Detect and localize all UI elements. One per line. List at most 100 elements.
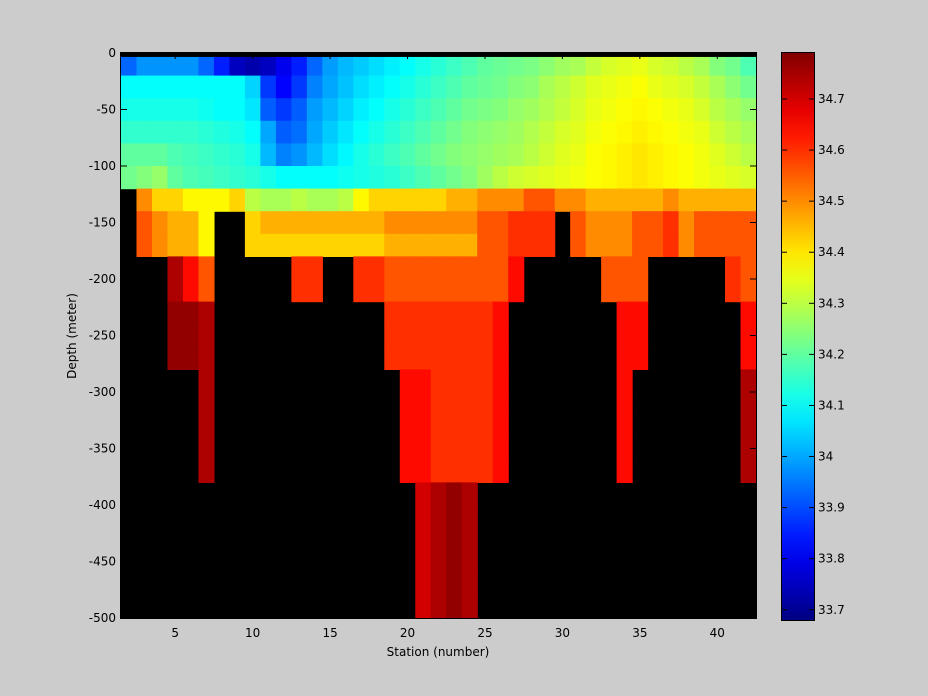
heatmap-cell: [167, 211, 184, 235]
heatmap-cell: [399, 75, 416, 99]
heatmap-cell: [167, 120, 184, 144]
heatmap-cell: [198, 120, 215, 144]
heatmap-cell: [415, 550, 432, 574]
heatmap-cell: [492, 459, 509, 483]
heatmap-cell: [616, 256, 633, 280]
heatmap-cell: [368, 75, 385, 99]
heatmap-cell: [740, 233, 757, 257]
heatmap-cell: [275, 56, 292, 77]
heatmap-cell: [399, 369, 416, 393]
heatmap-cell: [306, 120, 323, 144]
heatmap-cell: [430, 98, 447, 122]
heatmap-cell: [322, 75, 339, 99]
heatmap-cell: [384, 188, 401, 212]
heatmap-cell: [198, 279, 215, 303]
heatmap-cell: [446, 369, 463, 393]
heatmap-cell: [121, 56, 138, 77]
heatmap-cell: [430, 211, 447, 235]
heatmap-cell: [337, 98, 354, 122]
heatmap-cell: [446, 143, 463, 167]
heatmap-cell: [121, 75, 138, 99]
y-axis-label: Depth (meter): [65, 293, 79, 379]
heatmap-cell: [322, 143, 339, 167]
heatmap-cell: [229, 143, 246, 167]
heatmap-cell: [647, 56, 664, 77]
heatmap-cell: [151, 75, 169, 99]
heatmap-cell: [446, 459, 463, 483]
heatmap-cell: [260, 166, 277, 190]
heatmap-cell: [709, 98, 726, 122]
heatmap-cell: [461, 233, 478, 257]
heatmap-cell: [678, 143, 695, 167]
heatmap-cell: [198, 324, 215, 348]
heatmap-cell: [554, 98, 571, 122]
heatmap-cell: [663, 143, 680, 167]
heatmap-cell: [616, 392, 633, 416]
heatmap-cell: [740, 98, 757, 122]
heatmap-cell: [415, 324, 432, 348]
heatmap-cell: [601, 56, 618, 77]
heatmap-cell: [182, 256, 200, 280]
heatmap-cell: [151, 120, 169, 144]
heatmap-cell: [229, 98, 246, 122]
heatmap-cell: [182, 346, 200, 370]
x-tick-label: 10: [245, 626, 260, 640]
heatmap-cell: [384, 143, 401, 167]
heatmap-cell: [275, 98, 292, 122]
heatmap-cell: [384, 279, 401, 303]
heatmap-cell: [663, 188, 680, 212]
heatmap-cell: [709, 75, 726, 99]
heatmap-cell: [461, 369, 478, 393]
heatmap-cell: [399, 279, 416, 303]
heatmap-cell: [322, 211, 339, 235]
colorbar-tick-label: 34: [818, 450, 833, 464]
heatmap-cell: [461, 188, 478, 212]
heatmap-cell: [477, 256, 494, 280]
x-tick-label: 30: [555, 626, 570, 640]
heatmap-cell: [461, 211, 478, 235]
heatmap-cell: [182, 166, 200, 190]
heatmap-cell: [399, 211, 416, 235]
heatmap-cell: [430, 369, 447, 393]
heatmap-cell: [353, 256, 370, 280]
heatmap-cell: [461, 56, 478, 77]
heatmap-cell: [694, 120, 711, 144]
heatmap-cell: [151, 98, 169, 122]
heatmap-cell: [461, 279, 478, 303]
heatmap-cell: [508, 211, 525, 235]
heatmap-cell: [585, 143, 602, 167]
heatmap-cell: [632, 188, 649, 212]
heatmap-cell: [415, 166, 432, 190]
heatmap-cell: [430, 233, 447, 257]
heatmap-cell: [182, 56, 200, 77]
heatmap-cell: [740, 120, 757, 144]
heatmap-cell: [291, 56, 308, 77]
heatmap-cell: [601, 120, 618, 144]
heatmap-cell: [415, 143, 432, 167]
y-tick-label: 0: [108, 46, 116, 60]
heatmap-cell: [632, 324, 649, 348]
heatmap-cell: [616, 75, 633, 99]
heatmap-cell: [182, 143, 200, 167]
heatmap-cell: [415, 98, 432, 122]
heatmap-cell: [477, 166, 494, 190]
heatmap-cell: [306, 188, 323, 212]
heatmap-cell: [694, 211, 711, 235]
heatmap-cell: [337, 166, 354, 190]
x-tick-label: 25: [477, 626, 492, 640]
heatmap-cell: [492, 143, 509, 167]
heatmap-cell: [446, 56, 463, 77]
heatmap-cell: [167, 143, 184, 167]
heatmap-cell: [136, 233, 153, 257]
heatmap-cell: [322, 166, 339, 190]
heatmap-cell: [136, 211, 153, 235]
heatmap-cell: [151, 143, 169, 167]
heatmap-cell: [616, 279, 633, 303]
heatmap-cell: [275, 143, 292, 167]
heatmap-cell: [477, 75, 494, 99]
heatmap-cell: [198, 233, 215, 257]
heatmap-cell: [244, 188, 261, 212]
heatmap-cell: [399, 414, 416, 438]
heatmap-cell: [477, 188, 494, 212]
heatmap-cell: [694, 166, 711, 190]
